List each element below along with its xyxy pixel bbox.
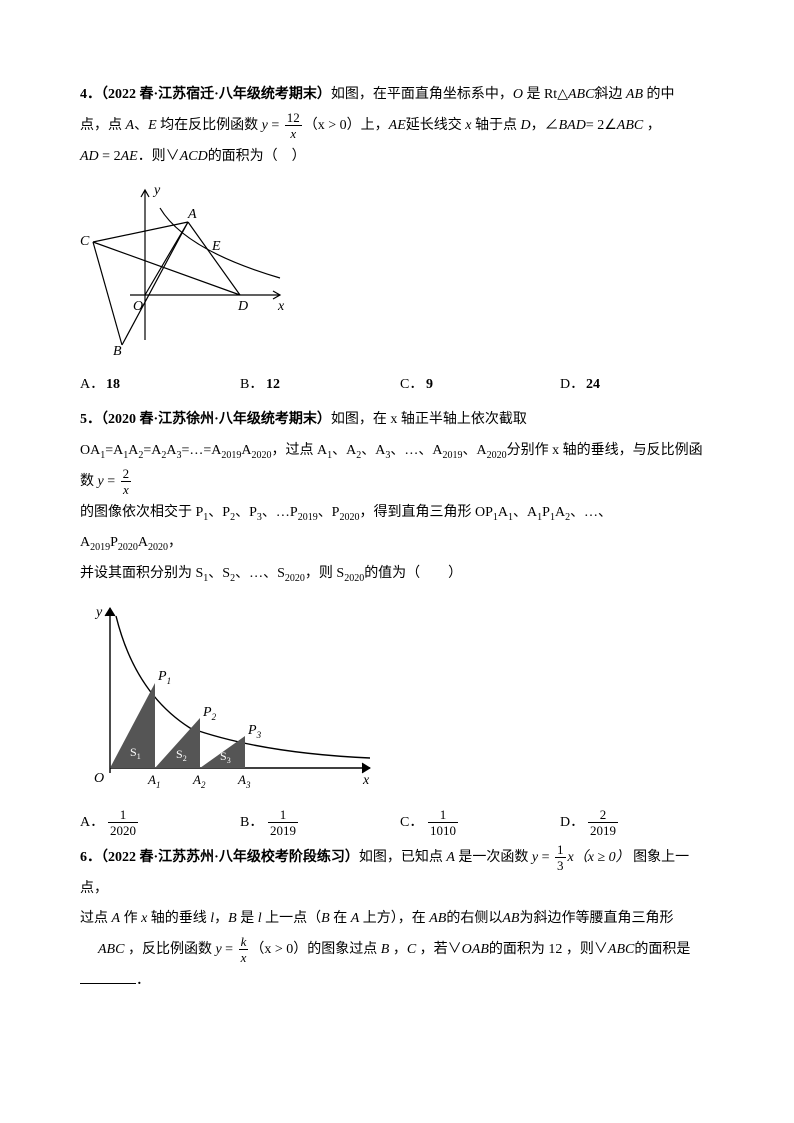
svg-text:B: B (113, 344, 122, 359)
svg-text:C: C (80, 234, 90, 249)
q6-line1: 6．（2022 春·江苏苏州·八年级校考阶段练习）如图，已知点 A 是一次函数 … (80, 843, 714, 905)
svg-text:E: E (211, 239, 221, 254)
q5-line2: OA1=A1A2=A2A3=…=A2019A2020，过点 A1、A2、A3、…… (80, 436, 714, 498)
q4-options: A．18 B．12 C．9 D．24 (80, 370, 714, 401)
q4-option-b: B．12 (240, 370, 400, 401)
svg-text:O: O (133, 299, 143, 314)
q5-line4: 并设其面积分别为 S1、S2、…、S2020，则 S2020的值为（ ） (80, 559, 714, 590)
svg-text:P2: P2 (202, 705, 217, 722)
q5-option-a: A．12020 (80, 808, 240, 839)
problem-6: 6．（2022 春·江苏苏州·八年级校考阶段练习）如图，已知点 A 是一次函数 … (80, 843, 714, 997)
q5-option-d: D．22019 (560, 808, 720, 839)
svg-text:A: A (187, 207, 197, 222)
svg-text:A3: A3 (237, 772, 251, 790)
svg-text:P3: P3 (247, 723, 262, 740)
q6-line3: ABC ，反比例函数 y = kx（x > 0）的图象过点 B ，C ，若∨OA… (80, 935, 714, 966)
q5-line1: 5．（2020 春·江苏徐州·八年级统考期末）如图，在 x 轴正半轴上依次截取 (80, 405, 714, 436)
problem-4: 4．（2022 春·江苏宿迁·八年级统考期末）如图，在平面直角坐标系中，O 是 … (80, 80, 714, 401)
svg-text:A1: A1 (147, 772, 160, 790)
svg-text:A2: A2 (192, 772, 206, 790)
q5-options: A．12020 B．12019 C．11010 D．22019 (80, 808, 714, 839)
svg-text:D: D (237, 299, 248, 314)
q5-option-b: B．12019 (240, 808, 400, 839)
problem-5: 5．（2020 春·江苏徐州·八年级统考期末）如图，在 x 轴正半轴上依次截取 … (80, 405, 714, 839)
q4-line1: 4．（2022 春·江苏宿迁·八年级统考期末）如图，在平面直角坐标系中，O 是 … (80, 80, 714, 111)
svg-text:y: y (152, 183, 161, 198)
q4-line3: AD = 2AE．则∨ACD的面积为（ ） (80, 142, 714, 173)
svg-text:P1: P1 (157, 669, 171, 686)
q5-option-c: C．11010 (400, 808, 560, 839)
q4-option-d: D．24 (560, 370, 720, 401)
q4-option-a: A．18 (80, 370, 240, 401)
q5-line3: 的图像依次相交于 P1、P2、P3、…P2019、P2020，得到直角三角形 O… (80, 498, 714, 560)
svg-text:x: x (277, 299, 285, 314)
q4-figure: y x O C A E D B (80, 180, 714, 360)
q4-option-c: C．9 (400, 370, 560, 401)
q6-blank: ． (80, 966, 714, 997)
q6-line2: 过点 A 作 x 轴的垂线 l，B 是 l 上一点（B 在 A 上方），在 AB… (80, 904, 714, 935)
svg-text:x: x (362, 773, 370, 788)
q4-line2: 点，点 A、E 均在反比例函数 y = 12x（x > 0）上，AE延长线交 x… (80, 111, 714, 142)
q5-figure: y x O S1 S2 S3 P1 P2 P3 A1 A2 A (80, 598, 714, 798)
svg-text:y: y (94, 605, 103, 620)
svg-text:O: O (94, 771, 104, 786)
